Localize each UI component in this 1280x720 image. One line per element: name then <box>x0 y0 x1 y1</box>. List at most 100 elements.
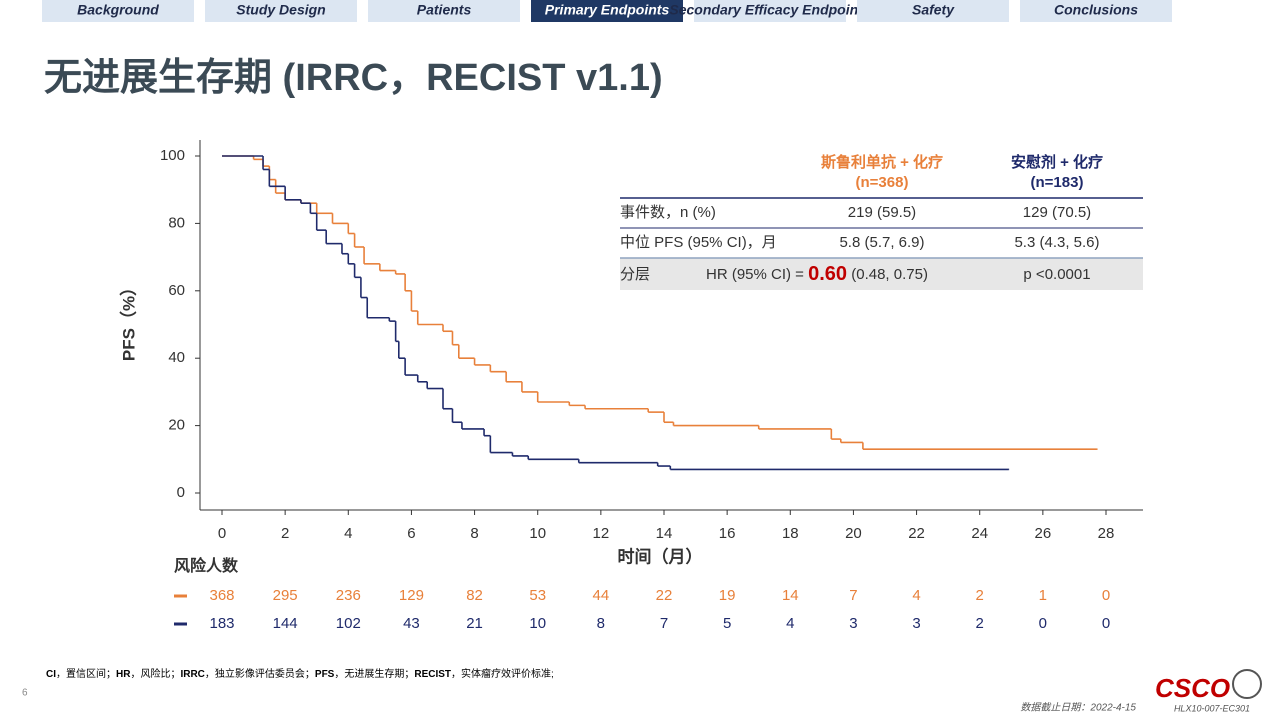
risk-count: 183 <box>209 615 234 632</box>
risk-count: 102 <box>336 615 361 632</box>
nav-tab-label: Conclusions <box>1054 2 1138 18</box>
risk-count: 4 <box>912 587 920 604</box>
hr-part: HR (95% CI) = <box>706 266 804 283</box>
x-tick-label: 28 <box>1098 525 1115 542</box>
y-tick-label: 40 <box>168 349 185 366</box>
x-tick-label: 12 <box>593 525 610 542</box>
x-tick-label: 10 <box>529 525 546 542</box>
hr-part: 0.60 <box>808 263 847 285</box>
logo-text: CSCO <box>1155 673 1230 703</box>
x-axis-title: 时间（月） <box>618 546 703 566</box>
risk-count: 295 <box>273 587 298 604</box>
risk-count: 8 <box>597 615 605 632</box>
table-cell: 129 (70.5) <box>1023 204 1091 221</box>
footnote-abbr: HR <box>116 669 131 680</box>
risk-count: 2 <box>976 587 984 604</box>
nav-tab <box>531 0 683 22</box>
y-axis-title: PFS（%） <box>118 279 138 361</box>
risk-count: 53 <box>529 587 546 604</box>
hr-part: (0.48, 0.75) <box>851 266 928 283</box>
footnote-text: ，无进展生存期； <box>334 667 414 680</box>
table-header-n: (n=183) <box>1031 174 1084 191</box>
page-number: 6 <box>22 688 28 699</box>
table-header: 安慰剂 + 化疗 <box>1011 153 1103 171</box>
nav-tab <box>857 0 1009 22</box>
study-code: HLX10-007-EC301 <box>1174 703 1250 713</box>
hr-text: HR (95% CI) = 0.60 (0.48, 0.75) <box>706 263 928 285</box>
table-header-n: (n=368) <box>856 174 909 191</box>
x-tick-label: 14 <box>656 525 673 542</box>
risk-count: 7 <box>849 587 857 604</box>
risk-count: 0 <box>1102 615 1110 632</box>
risk-count: 129 <box>399 587 424 604</box>
table-cell: p <0.0001 <box>1023 266 1090 283</box>
footnote-text: ，实体瘤疗效评价标准; <box>451 667 554 680</box>
nav-tab-label: Patients <box>417 2 472 18</box>
x-tick-label: 4 <box>344 525 352 542</box>
x-tick-label: 24 <box>971 525 988 542</box>
nav-tab <box>1020 0 1172 22</box>
nav-tab <box>205 0 357 22</box>
logo: CSCO <box>1155 669 1262 703</box>
nav-tab-label: Secondary Efficacy Endpoints <box>669 2 870 18</box>
risk-count: 4 <box>786 615 794 632</box>
x-tick-label: 22 <box>908 525 925 542</box>
footnote-text: ，独立影像评估委员会； <box>205 667 315 680</box>
nav-tab-label: Background <box>77 2 159 18</box>
nav-tab <box>42 0 194 22</box>
x-tick-label: 20 <box>845 525 862 542</box>
y-tick-label: 100 <box>160 147 185 164</box>
footnote-abbr: PFS <box>315 669 335 680</box>
footnote-abbr: IRRC <box>180 669 204 680</box>
x-tick-label: 6 <box>407 525 415 542</box>
footnote-text: ，风险比； <box>130 667 180 680</box>
risk-count: 44 <box>593 587 610 604</box>
risk-title: 风险人数 <box>174 556 239 575</box>
table-cell: 5.8 (5.7, 6.9) <box>839 234 924 251</box>
y-tick-label: 60 <box>168 282 185 299</box>
table-cell: 分层 <box>620 266 650 283</box>
slide-title: 无进展生存期 (IRRC，RECIST v1.1) <box>44 57 663 99</box>
table-cell: 中位 PFS (95% CI)，月 <box>620 234 777 251</box>
risk-count: 14 <box>782 587 799 604</box>
y-tick-label: 80 <box>168 214 185 231</box>
y-tick-label: 20 <box>168 417 185 434</box>
risk-count: 3 <box>849 615 857 632</box>
x-tick-label: 0 <box>218 525 226 542</box>
footnote-text: ，置信区间； <box>56 667 116 680</box>
y-tick-label: 0 <box>177 484 185 501</box>
footnote-abbr: RECIST <box>414 669 451 680</box>
table-header: 斯鲁利单抗 + 化疗 <box>821 153 943 171</box>
risk-count: 2 <box>976 615 984 632</box>
risk-count: 7 <box>660 615 668 632</box>
table-cell: 219 (59.5) <box>848 204 916 221</box>
risk-count: 1 <box>1039 587 1047 604</box>
nav-tab-label: Study Design <box>236 2 325 18</box>
risk-count: 368 <box>209 587 234 604</box>
risk-count: 236 <box>336 587 361 604</box>
nav-tab-label: Primary Endpoints <box>545 2 670 18</box>
x-tick-label: 26 <box>1035 525 1052 542</box>
risk-count: 0 <box>1102 587 1110 604</box>
nav-tab-label: Safety <box>912 2 955 18</box>
risk-count: 0 <box>1039 615 1047 632</box>
table-row-bg <box>620 258 1143 290</box>
nav-tab <box>368 0 520 22</box>
cutoff-date: 数据截止日期：2022-4-15 <box>1020 702 1136 714</box>
risk-count: 21 <box>466 615 483 632</box>
footnote: CI，置信区间；HR，风险比；IRRC，独立影像评估委员会；PFS，无进展生存期… <box>46 667 554 680</box>
x-tick-label: 18 <box>782 525 799 542</box>
risk-count: 5 <box>723 615 731 632</box>
logo-emblem <box>1232 669 1262 699</box>
table-cell: 事件数，n (%) <box>620 204 716 221</box>
risk-count: 43 <box>403 615 420 632</box>
x-tick-label: 2 <box>281 525 289 542</box>
risk-count: 10 <box>529 615 546 632</box>
table-cell: 5.3 (4.3, 5.6) <box>1014 234 1099 251</box>
risk-count: 82 <box>466 587 483 604</box>
x-tick-label: 16 <box>719 525 736 542</box>
footnote-abbr: CI <box>46 669 56 680</box>
risk-count: 144 <box>273 615 298 632</box>
risk-count: 19 <box>719 587 736 604</box>
